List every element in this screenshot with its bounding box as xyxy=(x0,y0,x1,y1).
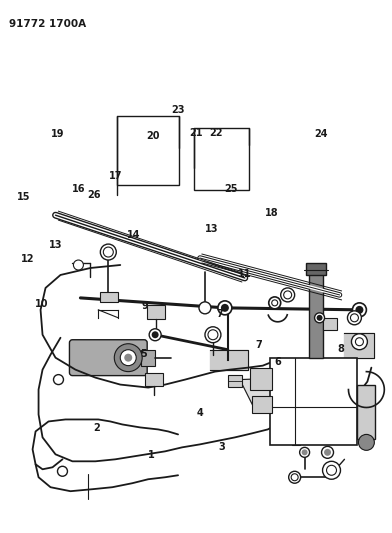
Text: 17: 17 xyxy=(109,171,123,181)
Circle shape xyxy=(284,291,292,299)
Bar xyxy=(292,439,299,446)
Text: 6: 6 xyxy=(275,357,281,367)
Circle shape xyxy=(350,314,358,322)
Circle shape xyxy=(218,301,232,315)
Bar xyxy=(288,431,303,439)
Circle shape xyxy=(356,306,363,314)
Text: 13: 13 xyxy=(205,224,218,235)
Circle shape xyxy=(356,338,363,346)
Text: 21: 21 xyxy=(189,128,203,138)
Circle shape xyxy=(352,334,367,350)
Text: 15: 15 xyxy=(17,192,31,203)
Text: 11: 11 xyxy=(238,270,252,279)
Circle shape xyxy=(199,302,211,314)
Bar xyxy=(145,373,163,385)
Text: 5: 5 xyxy=(140,349,147,359)
Bar xyxy=(252,395,272,414)
Bar xyxy=(306,263,325,275)
Circle shape xyxy=(317,315,323,321)
Circle shape xyxy=(152,332,159,338)
Circle shape xyxy=(327,465,336,475)
Circle shape xyxy=(53,375,64,385)
Text: 10: 10 xyxy=(35,298,49,309)
Bar xyxy=(194,128,249,190)
FancyBboxPatch shape xyxy=(69,340,147,376)
Bar xyxy=(250,368,272,390)
Text: 7: 7 xyxy=(216,309,223,319)
Text: 14: 14 xyxy=(127,230,140,240)
Text: 2: 2 xyxy=(93,424,100,433)
Circle shape xyxy=(314,313,325,323)
Circle shape xyxy=(281,288,295,302)
Bar xyxy=(323,318,338,330)
Bar xyxy=(270,358,358,446)
Circle shape xyxy=(221,304,229,312)
Circle shape xyxy=(269,297,281,309)
Text: 19: 19 xyxy=(51,129,64,139)
Text: 3: 3 xyxy=(218,442,225,452)
Bar xyxy=(358,385,376,439)
Text: 91772 1700A: 91772 1700A xyxy=(9,19,86,29)
Text: 20: 20 xyxy=(146,131,160,141)
Circle shape xyxy=(299,447,310,457)
Circle shape xyxy=(324,449,331,456)
Text: 24: 24 xyxy=(314,129,328,139)
Circle shape xyxy=(208,330,218,340)
Text: 1: 1 xyxy=(148,450,154,460)
Circle shape xyxy=(58,466,67,477)
Text: 26: 26 xyxy=(88,190,101,200)
Circle shape xyxy=(321,446,334,458)
Text: 7: 7 xyxy=(255,340,262,350)
Polygon shape xyxy=(240,377,299,409)
Text: 25: 25 xyxy=(224,184,238,195)
Text: 13: 13 xyxy=(49,240,62,251)
Bar xyxy=(147,305,165,319)
Text: 8: 8 xyxy=(337,344,344,354)
Text: 4: 4 xyxy=(196,408,203,417)
Circle shape xyxy=(103,247,113,257)
Circle shape xyxy=(289,471,301,483)
Text: 18: 18 xyxy=(265,208,279,219)
Bar xyxy=(100,292,118,302)
Text: 16: 16 xyxy=(72,184,85,195)
Text: 9: 9 xyxy=(142,301,149,311)
Bar xyxy=(141,350,155,366)
Text: 22: 22 xyxy=(209,128,222,138)
Circle shape xyxy=(73,260,83,270)
Circle shape xyxy=(291,474,298,481)
Bar xyxy=(228,375,242,386)
Circle shape xyxy=(114,344,142,372)
Circle shape xyxy=(323,461,341,479)
Circle shape xyxy=(100,244,116,260)
Circle shape xyxy=(120,350,136,366)
Bar xyxy=(117,116,179,185)
Bar xyxy=(309,268,323,358)
Circle shape xyxy=(272,300,278,306)
Circle shape xyxy=(124,354,132,362)
Text: 23: 23 xyxy=(172,105,185,115)
Circle shape xyxy=(301,449,308,455)
Polygon shape xyxy=(345,333,374,358)
Circle shape xyxy=(352,303,367,317)
Circle shape xyxy=(347,311,361,325)
Text: 12: 12 xyxy=(21,254,35,263)
Circle shape xyxy=(205,327,221,343)
Circle shape xyxy=(149,329,161,341)
Circle shape xyxy=(358,434,374,450)
Polygon shape xyxy=(210,350,248,369)
